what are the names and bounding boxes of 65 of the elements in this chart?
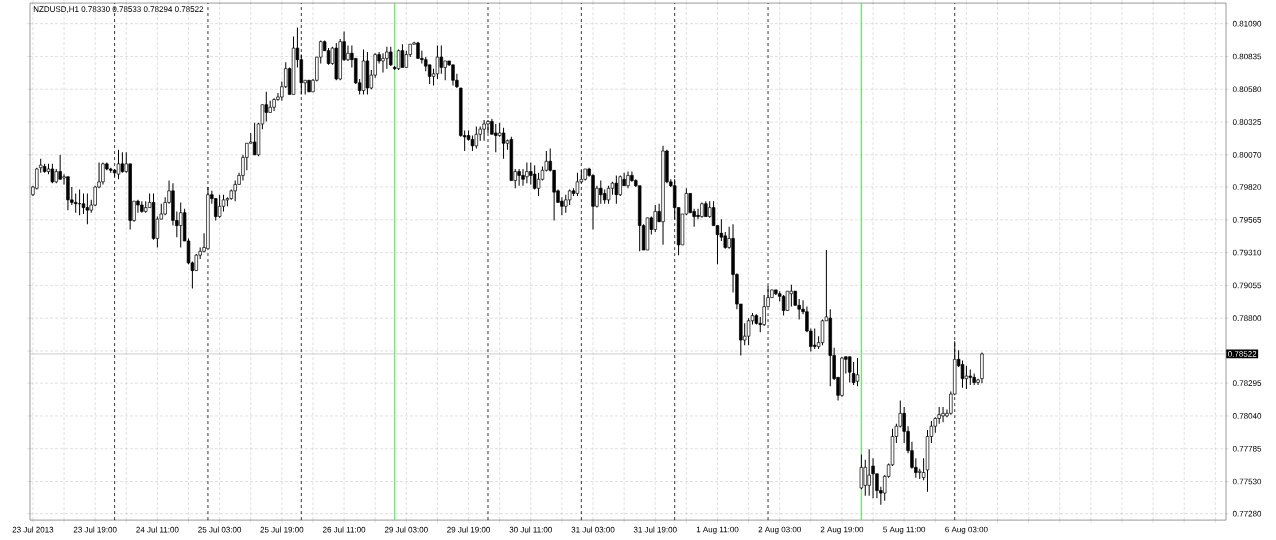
y-tick-label: 0.79310 [1232, 249, 1262, 256]
candlestick [781, 294, 786, 317]
candlestick [214, 198, 218, 221]
candlestick [746, 317, 751, 346]
candlestick [482, 119, 486, 142]
candlestick [525, 162, 529, 184]
x-tick-label: 2 Aug 03:00 [758, 526, 801, 534]
y-tick-label: 0.77785 [1232, 445, 1262, 452]
x-tick-label: 25 Jul 19:00 [260, 526, 304, 533]
x-tick-label: 31 Jul 03:00 [571, 526, 615, 533]
candlestick [385, 46, 389, 70]
ref-line-label: 0.78522 [1228, 351, 1257, 357]
candlestick [813, 327, 817, 350]
candlestick [599, 180, 603, 205]
y-tick-label: 0.77280 [1232, 510, 1262, 517]
candlestick [614, 174, 619, 205]
x-tick-label: 25 Jul 03:00 [198, 526, 242, 533]
x-tick-label: 31 Jul 19:00 [633, 526, 677, 533]
y-tick-label: 0.81090 [1232, 20, 1262, 27]
candlestick [58, 154, 62, 180]
y-tick-label: 0.80070 [1232, 151, 1262, 158]
chart-title: NZDUSD,H1 0.78330 0.78533 0.78294 0.78522 [33, 6, 204, 13]
candlestick [179, 201, 183, 248]
candlestick [564, 194, 568, 214]
y-tick-label: 0.80325 [1232, 119, 1262, 125]
x-tick-label: 2 Aug 19:00 [820, 526, 864, 534]
y-tick-label: 0.77530 [1232, 478, 1262, 485]
candlestick [81, 192, 86, 215]
x-tick-label: 23 Jul 19:00 [73, 526, 117, 533]
candlestick [941, 406, 945, 423]
y-tick-label: 0.79055 [1232, 282, 1262, 289]
x-tick-label: 26 Jul 11:00 [322, 526, 366, 533]
candlestick [517, 168, 521, 187]
x-tick-label: 29 Jul 19:00 [447, 526, 491, 533]
y-tick-label: 0.78295 [1232, 380, 1262, 386]
candlestick [451, 64, 455, 86]
y-tick-label: 0.79820 [1232, 184, 1262, 190]
x-tick-label: 24 Jul 11:00 [136, 526, 179, 533]
x-tick-label: 6 Aug 03:00 [945, 526, 988, 534]
candlestick [820, 318, 825, 346]
candlestick [439, 44, 444, 75]
y-tick-label: 0.78040 [1232, 413, 1262, 419]
candlestick [494, 123, 498, 153]
candlestick [389, 46, 393, 67]
x-tick-label: 5 Aug 11:00 [883, 526, 926, 534]
candlestick [74, 192, 78, 214]
x-tick-label: 23 Jul 2013 [12, 526, 54, 533]
y-tick-label: 0.78800 [1232, 315, 1262, 321]
candlestick [443, 60, 447, 81]
candlestick [863, 459, 867, 497]
candlestick [264, 91, 268, 122]
candlestick [120, 151, 125, 174]
y-tick-label: 0.80835 [1232, 53, 1262, 60]
candlestick [859, 453, 864, 490]
y-tick-label: 0.79565 [1232, 216, 1262, 223]
candlestick [867, 448, 871, 497]
candlestick [66, 176, 70, 211]
x-tick-label: 1 Aug 11:00 [696, 526, 739, 534]
candlestick [653, 204, 657, 233]
candlestick [855, 357, 860, 387]
y-tick-label: 0.80580 [1232, 86, 1262, 93]
candlestick [346, 44, 350, 62]
x-tick-label: 29 Jul 03:00 [384, 526, 428, 533]
candlestick [848, 356, 852, 383]
x-tick-label: 30 Jul 11:00 [509, 526, 552, 533]
